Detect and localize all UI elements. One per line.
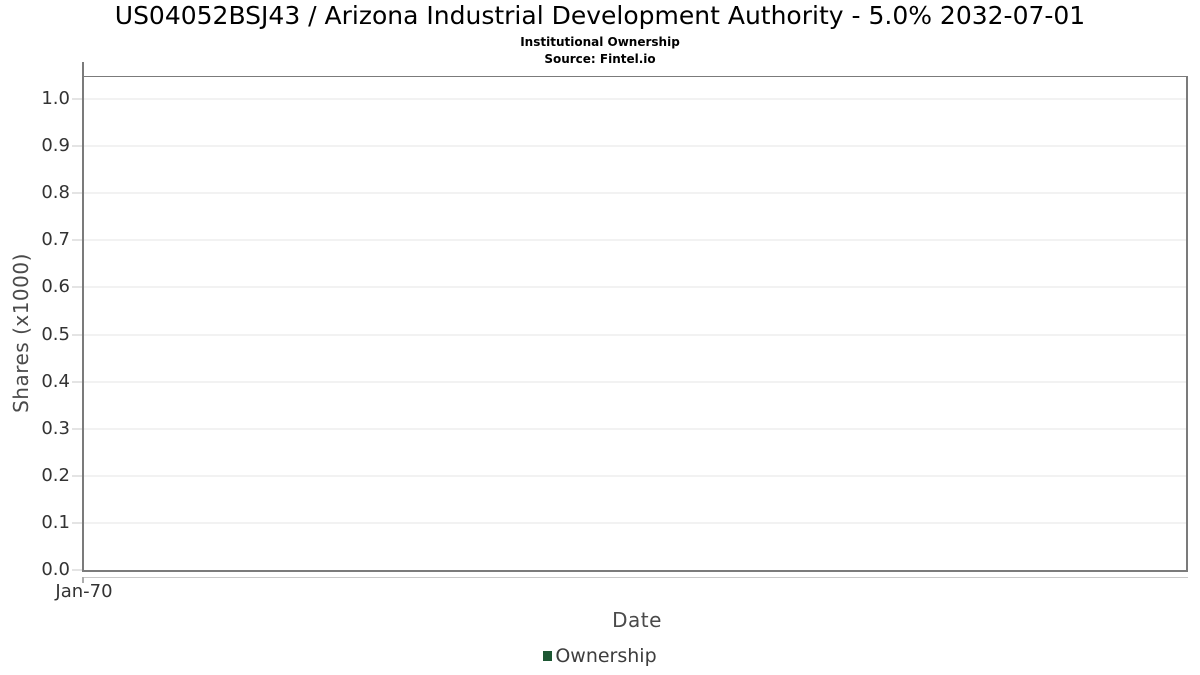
chart-source-label: Source: Fintel.io xyxy=(544,52,656,66)
x-axis-title: Date xyxy=(612,608,662,632)
y-tick-mark xyxy=(72,239,82,241)
y-tick-mark xyxy=(72,192,82,194)
y-axis-line-extension xyxy=(82,62,84,76)
y-gridline xyxy=(84,475,1186,477)
y-tick-mark xyxy=(72,145,82,147)
y-tick-label: 0.5 xyxy=(41,323,70,345)
y-tick-mark xyxy=(72,381,82,383)
y-gridline xyxy=(84,239,1186,241)
legend-item-ownership[interactable]: Ownership xyxy=(543,645,657,667)
chart-legend: Ownership xyxy=(0,645,1200,667)
y-tick-mark xyxy=(72,475,82,477)
legend-swatch-icon xyxy=(543,651,553,661)
y-tick-mark xyxy=(72,428,82,430)
y-tick-mark xyxy=(72,334,82,336)
y-tick-mark xyxy=(72,286,82,288)
y-tick-label: 1.0 xyxy=(41,88,70,110)
y-gridline xyxy=(84,192,1186,194)
x-axis-line xyxy=(82,577,1188,578)
y-gridline xyxy=(84,381,1186,383)
chart-title: US04052BSJ43 / Arizona Industrial Develo… xyxy=(114,1,1086,30)
y-axis: 0.0 0.1 0.2 0.3 0.4 0.5 0.6 0.7 0.8 0.9 1.0 xyxy=(0,77,82,579)
y-tick-label: 0.7 xyxy=(41,229,70,251)
y-tick-mark xyxy=(72,522,82,524)
y-tick-mark xyxy=(72,98,82,100)
legend-item-label: Ownership xyxy=(555,645,657,667)
y-gridline xyxy=(84,428,1186,430)
plot-area xyxy=(82,76,1188,572)
y-tick-mark xyxy=(72,569,82,571)
y-gridline xyxy=(84,522,1186,524)
chart-subtitle: Institutional Ownership xyxy=(520,35,680,49)
y-gridline xyxy=(84,286,1186,288)
y-tick-label: 0.1 xyxy=(41,511,70,533)
y-tick-label: 0.4 xyxy=(41,370,70,392)
y-tick-label: 0.2 xyxy=(41,464,70,486)
y-tick-label: 0.9 xyxy=(41,135,70,157)
x-tick-label: Jan-70 xyxy=(55,581,113,602)
y-gridline xyxy=(84,334,1186,336)
y-tick-label: 0.0 xyxy=(41,559,70,580)
x-tick-mark xyxy=(82,577,84,583)
y-gridline xyxy=(84,145,1186,147)
y-gridline xyxy=(84,98,1186,100)
y-tick-label: 0.3 xyxy=(41,417,70,439)
y-tick-label: 0.6 xyxy=(41,276,70,298)
y-tick-label: 0.8 xyxy=(41,182,70,204)
